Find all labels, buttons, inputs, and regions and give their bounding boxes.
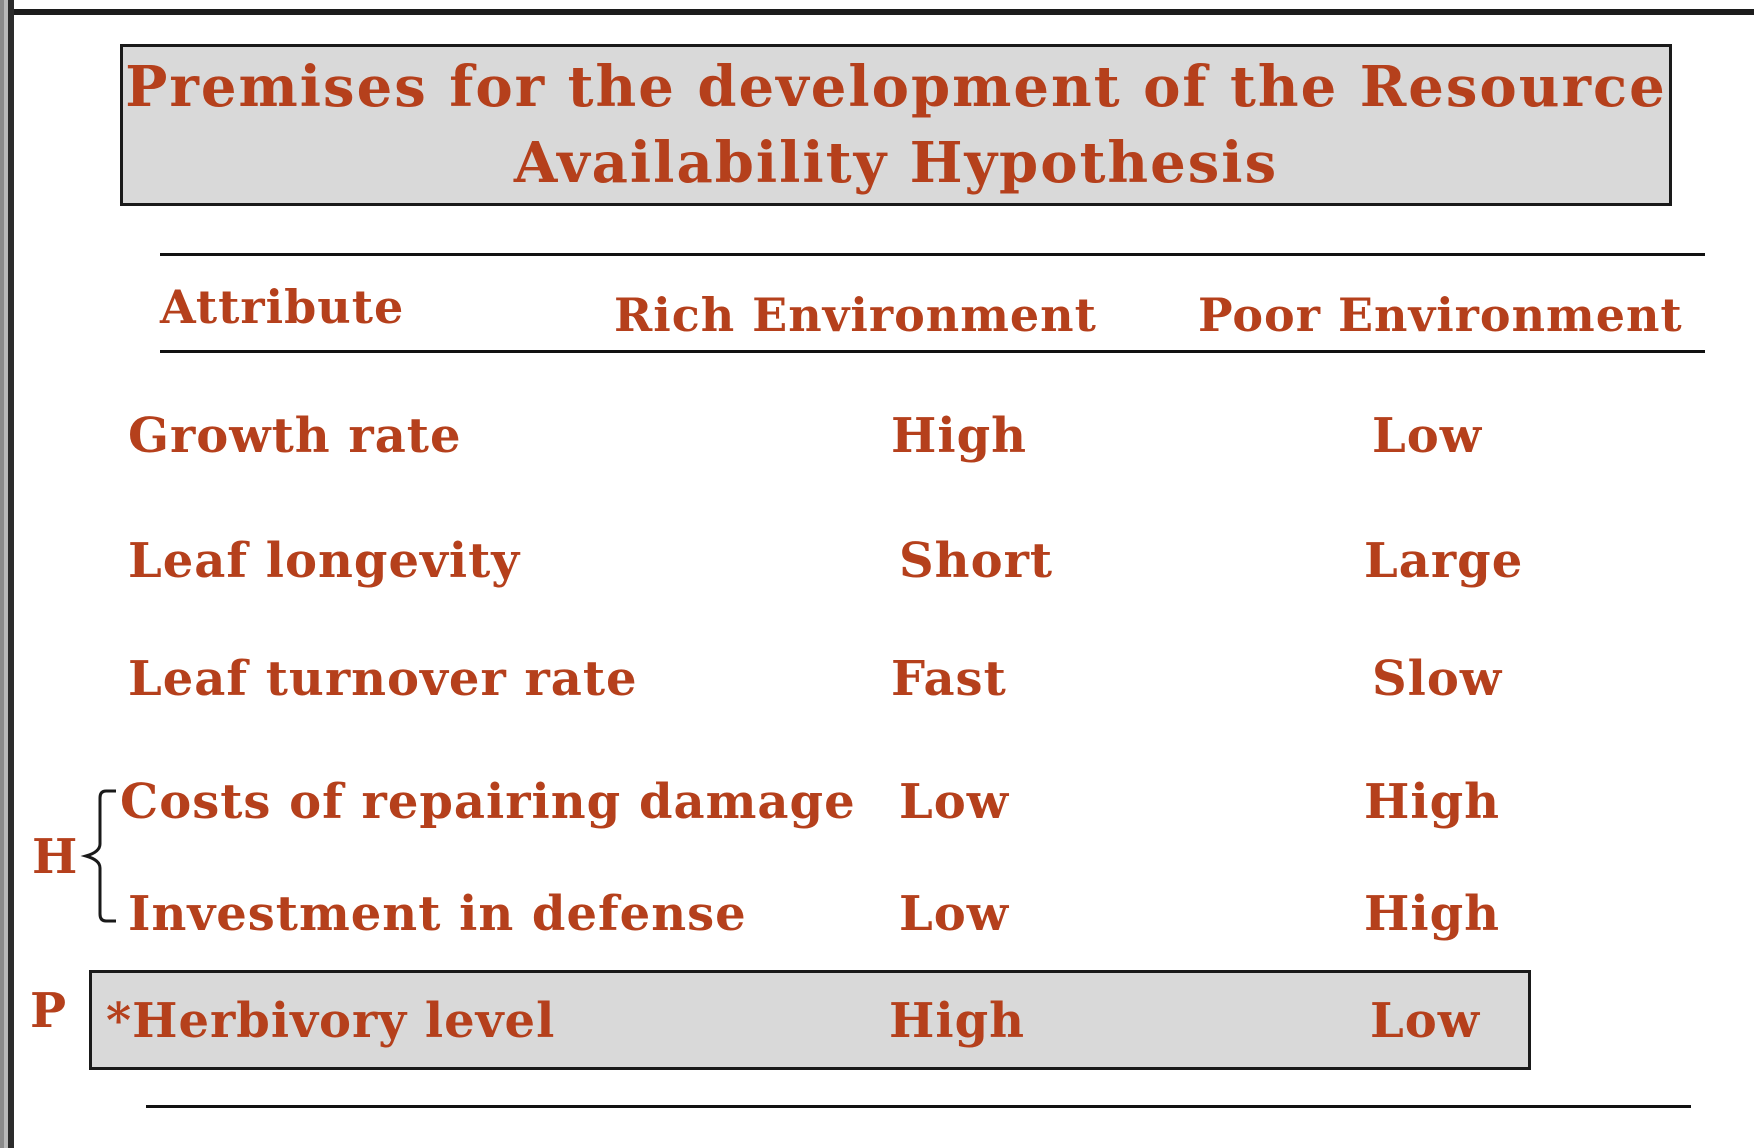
herbivory-highlight-box <box>89 970 1531 1070</box>
title-line-2: Availability Hypothesis <box>513 130 1279 196</box>
row-2-rich: Short <box>899 533 1054 589</box>
slide-title: Premises for the development of the Reso… <box>125 49 1666 201</box>
row-6-attribute: *Herbivory level <box>106 993 556 1049</box>
header-rich-environment: Rich Environment <box>614 288 1097 342</box>
slide-left-frame <box>0 0 14 1148</box>
row-6-rich: High <box>889 993 1026 1049</box>
header-bottom-rule <box>160 350 1705 353</box>
row-4-poor: High <box>1364 774 1501 830</box>
row-3-attribute: Leaf turnover rate <box>128 651 638 707</box>
row-3-rich: Fast <box>891 651 1007 707</box>
row-1-attribute: Growth rate <box>128 408 462 464</box>
row-3-poor: Slow <box>1372 651 1503 707</box>
table-top-rule <box>160 253 1705 256</box>
row-1-rich: High <box>891 408 1028 464</box>
slide-top-frame <box>14 9 1754 15</box>
row-1-poor: Low <box>1372 408 1483 464</box>
title-box: Premises for the development of the Reso… <box>120 44 1672 206</box>
table-bottom-rule <box>146 1105 1691 1108</box>
row-5-poor: High <box>1364 886 1501 942</box>
hypothesis-marker-h: H <box>32 829 79 885</box>
row-5-rich: Low <box>899 886 1010 942</box>
row-5-attribute: Investment in defense <box>128 886 747 942</box>
row-6-poor: Low <box>1370 993 1481 1049</box>
row-2-attribute: Leaf longevity <box>128 533 521 589</box>
row-4-rich: Low <box>899 774 1010 830</box>
row-2-poor: Large <box>1364 533 1524 589</box>
header-attribute: Attribute <box>160 280 405 334</box>
header-poor-environment: Poor Environment <box>1198 288 1683 342</box>
prediction-marker-p: P <box>30 983 68 1039</box>
row-4-attribute: Costs of repairing damage <box>120 774 856 830</box>
curly-brace-icon <box>80 789 116 923</box>
title-line-1: Premises for the development of the Reso… <box>125 54 1667 120</box>
